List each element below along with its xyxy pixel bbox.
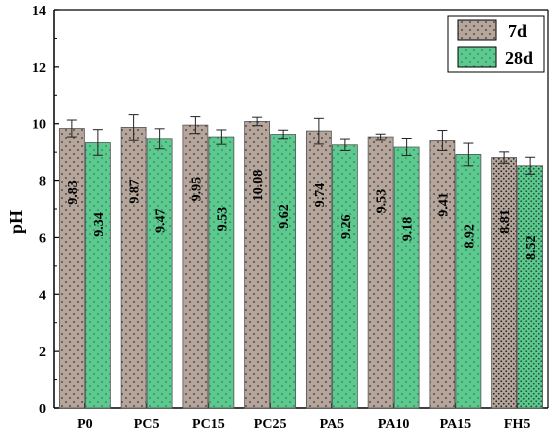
data-label: 9.53	[375, 189, 390, 214]
bar-28d-PA10	[393, 146, 420, 409]
x-tick-label: PA15	[440, 417, 472, 432]
data-label: 9.47	[154, 209, 169, 234]
bar-28d-PC5	[146, 138, 173, 409]
bar-28d-PA5	[331, 144, 358, 409]
legend: 7d 28d	[447, 15, 545, 73]
bar-7d-PC5	[120, 127, 147, 409]
bar-7d-PA15	[429, 140, 456, 409]
data-label: 9.41	[436, 192, 451, 217]
y-tick-label: 6	[39, 231, 46, 246]
legend-label-7d: 7d	[508, 21, 527, 41]
y-tick-label: 4	[39, 288, 46, 303]
data-label: 9.34	[92, 212, 107, 237]
x-tick-label: FH5	[504, 417, 530, 432]
bar-7d-PC15	[182, 124, 209, 409]
bar-28d-P0	[84, 142, 111, 409]
bar-7d-PA10	[367, 136, 394, 409]
x-tick-label: PC5	[134, 417, 160, 432]
bar-28d-PA15	[455, 154, 482, 409]
bar-28d-PC25	[270, 134, 297, 409]
data-label: 9.26	[339, 215, 354, 240]
data-label: 8.81	[498, 209, 513, 234]
data-label: 9.83	[66, 180, 81, 205]
legend-label-28d: 28d	[505, 48, 533, 68]
data-label: 8.92	[462, 224, 477, 249]
x-tick-label: PC25	[254, 417, 287, 432]
data-label: 9.95	[189, 177, 204, 202]
data-label: 9.87	[128, 179, 143, 204]
y-tick-label: 8	[39, 175, 46, 190]
bar-7d-PA5	[305, 130, 332, 409]
y-tick-label: 12	[32, 61, 46, 76]
data-label: 9.62	[277, 204, 292, 229]
bar-7d-P0	[58, 128, 85, 409]
y-tick-label: 0	[39, 402, 46, 417]
bar-28d-PC15	[208, 136, 235, 409]
y-tick-label: 2	[39, 345, 46, 360]
data-label: 8.52	[524, 236, 539, 261]
x-tick-label: PA5	[320, 417, 345, 432]
bar-7d-PC25	[244, 121, 271, 409]
legend-swatch-28d	[457, 46, 497, 68]
data-label: 10.08	[251, 170, 266, 202]
y-tick-label: 10	[32, 118, 46, 133]
bar-7d-FH5	[491, 157, 518, 409]
y-tick-label: 14	[32, 4, 46, 19]
x-tick-label: P0	[77, 417, 93, 432]
data-label: 9.74	[313, 183, 328, 208]
plot-area: 0 2 4 6 8 10 12 14 P0 9.83 9.34 PC5 9.87 9.47 PC15 9.95…	[32, 4, 549, 432]
y-axis-title: pH	[6, 210, 26, 234]
data-label: 9.18	[401, 217, 416, 242]
x-tick-label: PA10	[378, 417, 410, 432]
data-label: 9.53	[215, 207, 230, 232]
bar-28d-FH5	[517, 165, 544, 409]
legend-swatch-7d	[457, 19, 497, 41]
x-tick-label: PC15	[192, 417, 225, 432]
